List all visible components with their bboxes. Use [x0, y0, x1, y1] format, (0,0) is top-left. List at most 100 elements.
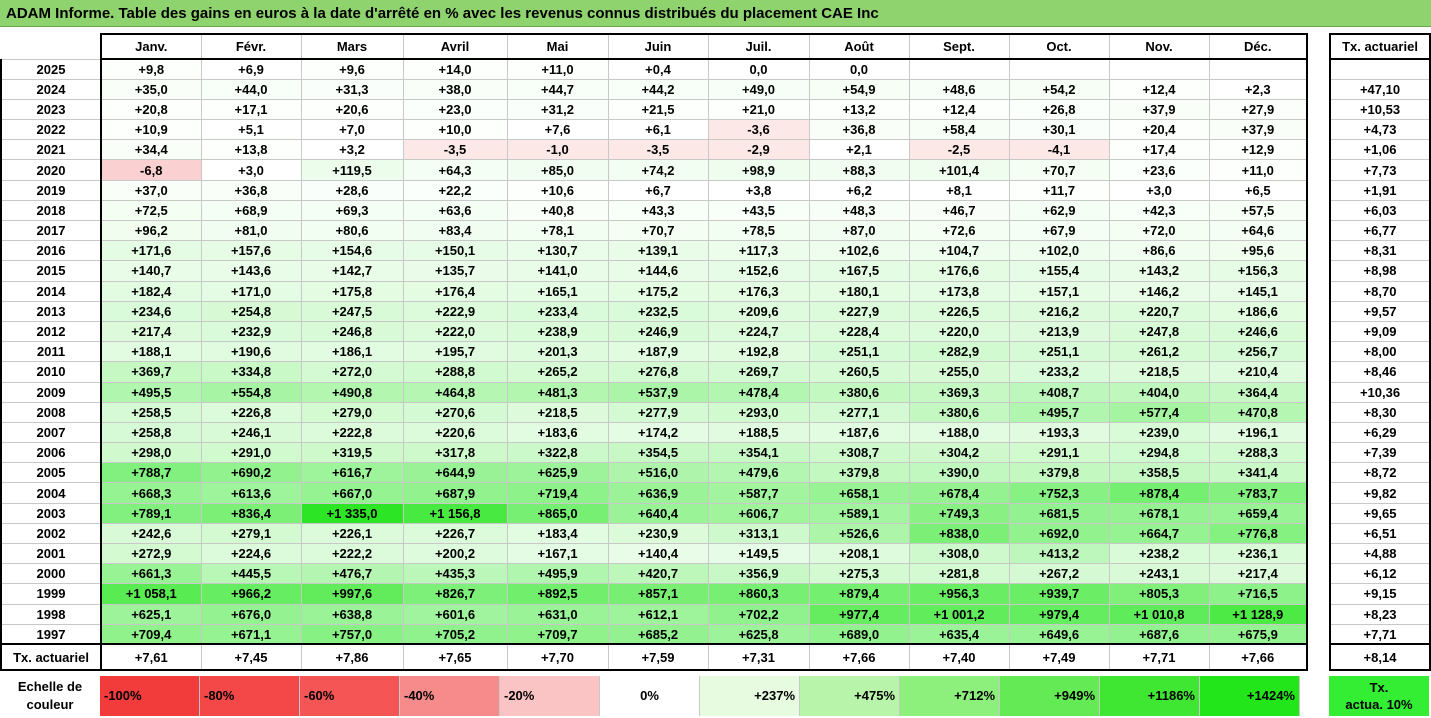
- table-row: 2000 +661,3 +445,5 +476,7 +435,3 +495,9 +420,7…: [0, 563, 1308, 585]
- gain-cell: +57,5: [1208, 199, 1308, 222]
- gain-cell: +117,3: [707, 240, 810, 262]
- gain-cell: +72,5: [100, 199, 202, 222]
- gain-cell: +140,7: [100, 260, 202, 282]
- gain-cell: +233,4: [506, 300, 609, 322]
- gain-cell: +222,0: [402, 320, 508, 343]
- gain-cell: +246,8: [300, 320, 404, 343]
- footer-rate-cell: +7,65: [402, 643, 508, 672]
- gain-cell: +481,3: [506, 381, 609, 403]
- gains-table-body: 2025 +9,8 +6,9 +9,6 +14,0 +11,0 +0,4 0,0 0,0 2024…: [0, 58, 1308, 672]
- rate-cell: +9,82: [1329, 482, 1431, 504]
- gain-cell: -3,5: [607, 139, 709, 161]
- gain-cell: +192,8: [707, 341, 810, 363]
- gain-cell: +220,6: [402, 421, 508, 444]
- table-row: 2021 +34,4 +13,8 +3,2 -3,5 -1,0 -3,5 -2,9 +2,1 -2…: [0, 139, 1308, 161]
- gain-cell: +180,1: [808, 280, 910, 302]
- gain-cell: +678,4: [908, 482, 1010, 504]
- gain-cell: +102,0: [1008, 240, 1110, 262]
- scale-swatch: +1424%: [1200, 676, 1300, 716]
- table-row: 2011 +188,1 +190,6 +186,1 +195,7 +201,3 +187,9…: [0, 341, 1308, 363]
- gain-cell: +258,5: [100, 401, 202, 423]
- gain-cell: +275,3: [808, 563, 910, 585]
- month-header: Avril: [402, 33, 508, 60]
- gain-cell: +11,7: [1008, 179, 1110, 201]
- rate-cell: +8,72: [1329, 462, 1431, 484]
- gain-cell: +44,0: [200, 78, 302, 100]
- scale-label: Echelle de couleur: [0, 676, 100, 716]
- table-row: 2004 +668,3 +613,6 +667,0 +687,9 +719,4 +636,9…: [0, 482, 1308, 504]
- gain-cell: +226,1: [300, 522, 404, 545]
- rate-row: +7,73: [1329, 159, 1431, 181]
- year-cell: 2011: [0, 341, 102, 363]
- rate-cell: +6,03: [1329, 199, 1431, 222]
- gain-cell: +413,2: [1008, 542, 1110, 565]
- month-header: Janv.: [100, 33, 202, 60]
- gain-cell: +490,8: [300, 381, 404, 403]
- footer-total-cell: +8,14: [1329, 643, 1431, 672]
- gain-cell: +956,3: [908, 583, 1010, 605]
- rate-row: [1329, 58, 1431, 80]
- month-header: Févr.: [200, 33, 302, 60]
- gain-cell: +2,3: [1208, 78, 1308, 100]
- gain-cell: +70,7: [607, 219, 709, 242]
- gain-cell: +119,5: [300, 159, 404, 181]
- gain-cell: +17,4: [1108, 139, 1210, 161]
- gain-cell: +6,1: [607, 119, 709, 141]
- year-cell: 2024: [0, 78, 102, 100]
- gain-cell: +6,9: [200, 58, 302, 80]
- gain-cell: +222,2: [300, 542, 404, 565]
- gain-cell: +272,9: [100, 542, 202, 565]
- gain-cell: +243,1: [1108, 563, 1210, 585]
- gain-cell: +246,6: [1208, 320, 1308, 343]
- rate-row: +8,23: [1329, 603, 1431, 625]
- footer-rate-cell: +7,40: [908, 643, 1010, 672]
- table-row: 2007 +258,8 +246,1 +222,8 +220,6 +183,6 +174,2…: [0, 421, 1308, 444]
- gain-cell: +167,5: [808, 260, 910, 282]
- gain-cell: +12,4: [1108, 78, 1210, 100]
- gain-cell: +265,2: [506, 361, 609, 383]
- scale-swatch: -100%: [100, 676, 200, 716]
- gain-cell: +83,4: [402, 219, 508, 242]
- year-cell: 2002: [0, 522, 102, 545]
- gain-cell: +201,3: [506, 341, 609, 363]
- gain-cell: +152,6: [707, 260, 810, 282]
- gain-cell: +379,8: [1008, 462, 1110, 484]
- year-cell: 2004: [0, 482, 102, 504]
- gain-cell: +408,7: [1008, 381, 1110, 403]
- footer-label: Tx. actuariel: [0, 643, 102, 672]
- gain-cell: +139,1: [607, 240, 709, 262]
- gain-cell: +616,7: [300, 462, 404, 484]
- gain-cell: +96,2: [100, 219, 202, 242]
- rate-row: +8,30: [1329, 401, 1431, 423]
- gain-cell: +146,2: [1108, 280, 1210, 302]
- gain-cell: +279,1: [200, 522, 302, 545]
- gain-cell: +277,9: [607, 401, 709, 423]
- gain-cell: +188,5: [707, 421, 810, 444]
- table-row: 1998 +625,1 +676,0 +638,8 +601,6 +631,0 +612,1…: [0, 603, 1308, 625]
- gain-cell: +64,3: [402, 159, 508, 181]
- rate-cell: +8,00: [1329, 341, 1431, 363]
- table-row: 1999 +1 058,1 +966,2 +997,6 +826,7 +892,5 +857…: [0, 583, 1308, 605]
- gain-cell: +23,6: [1108, 159, 1210, 181]
- gain-cell: [1008, 58, 1110, 80]
- gain-cell: +167,1: [506, 542, 609, 565]
- gain-cell: +140,4: [607, 542, 709, 565]
- gain-cell: +658,1: [808, 482, 910, 504]
- scale-label-line2: couleur: [26, 697, 74, 712]
- gain-cell: +613,6: [200, 482, 302, 504]
- gain-cell: +689,0: [808, 623, 910, 645]
- gain-cell: +267,2: [1008, 563, 1110, 585]
- rate-row: +8,70: [1329, 280, 1431, 302]
- footer-rate-cell: +7,66: [808, 643, 910, 672]
- rate-row: +8,98: [1329, 260, 1431, 282]
- gain-cell: +379,8: [808, 462, 910, 484]
- gain-cell: [908, 58, 1010, 80]
- gain-cell: +130,7: [506, 240, 609, 262]
- table-row: 2017 +96,2 +81,0 +80,6 +83,4 +78,1 +70,7 +78,5 +…: [0, 219, 1308, 242]
- gain-cell: +208,1: [808, 542, 910, 565]
- gain-cell: +246,1: [200, 421, 302, 444]
- rate-cell: +9,57: [1329, 300, 1431, 322]
- gain-cell: +239,0: [1108, 421, 1210, 444]
- gain-cell: +334,8: [200, 361, 302, 383]
- gain-cell: +291,1: [1008, 442, 1110, 464]
